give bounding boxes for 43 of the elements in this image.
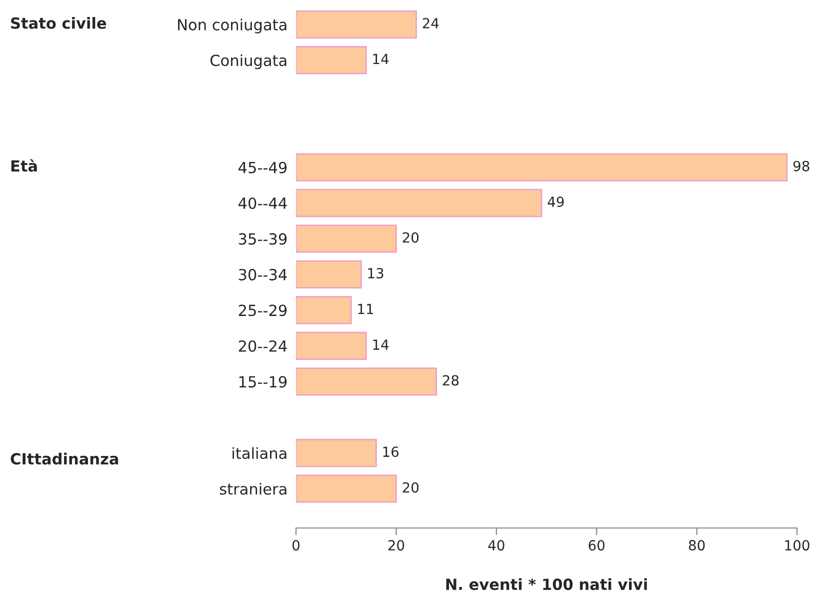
bar [296,153,788,182]
bar [296,332,367,360]
y-tick-label: 25--29 [238,304,287,316]
data-label: 24 [422,18,439,28]
y-tick-label: Coniugata [210,54,286,70]
bar [296,224,397,253]
bar [296,474,397,503]
text: Età [11,159,37,172]
data-label: 14 [373,54,389,64]
data-label: 28 [442,375,459,386]
x-tick-label: 0 [292,540,300,551]
data-label: 16 [383,446,399,458]
bar [296,260,362,289]
y-tick-label: 30--34 [238,268,287,280]
y-tick-label: 45--49 [238,162,287,174]
data-label: 11 [358,304,374,314]
x-axis-title: N. eventi * 100 nati vivi [446,578,647,590]
x-tick-label: 40 [488,540,504,551]
data-label: 49 [548,196,564,208]
bar [296,188,542,218]
x-tick-label: 100 [785,540,810,551]
bar [296,46,367,74]
bar [296,10,417,39]
bar [296,296,352,324]
data-label: 20 [402,482,419,493]
bar [296,367,437,396]
data-label: 20 [402,232,419,243]
x-tick-label: 60 [588,540,605,551]
text: CIttadinanza [10,452,118,465]
bar [296,438,377,468]
data-label: 98 [793,160,810,172]
y-tick-label: straniera [220,482,286,495]
text: Stato civile [11,17,106,29]
y-tick-label: 15--19 [239,376,287,388]
y-tick-label: 40--44 [238,197,287,210]
y-tick-label: 20--24 [238,340,287,352]
x-tick-label: 80 [688,540,705,551]
x-tick-label: 20 [388,540,404,551]
y-tick-label: italiana [232,447,286,460]
y-tick-label: Non coniugata [178,18,286,34]
y-tick-label: 35--39 [238,233,287,245]
data-label: 14 [373,340,389,350]
data-label: 13 [368,268,384,278]
